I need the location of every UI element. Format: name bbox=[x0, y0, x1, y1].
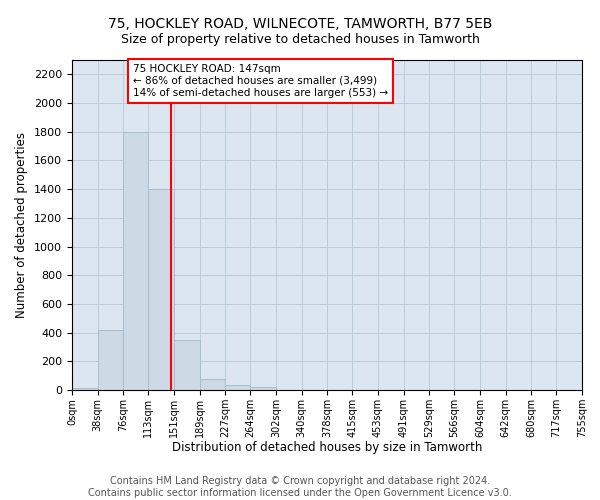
Text: 75 HOCKLEY ROAD: 147sqm
← 86% of detached houses are smaller (3,499)
14% of semi: 75 HOCKLEY ROAD: 147sqm ← 86% of detache… bbox=[133, 64, 388, 98]
Bar bbox=[98, 330, 124, 390]
Bar bbox=[250, 387, 276, 390]
Bar bbox=[124, 132, 148, 390]
Bar bbox=[72, 388, 98, 390]
Text: Size of property relative to detached houses in Tamworth: Size of property relative to detached ho… bbox=[121, 32, 479, 46]
Bar bbox=[226, 385, 250, 390]
Text: 75, HOCKLEY ROAD, WILNECOTE, TAMWORTH, B77 5EB: 75, HOCKLEY ROAD, WILNECOTE, TAMWORTH, B… bbox=[108, 18, 492, 32]
X-axis label: Distribution of detached houses by size in Tamworth: Distribution of detached houses by size … bbox=[172, 442, 482, 454]
Text: Contains HM Land Registry data © Crown copyright and database right 2024.
Contai: Contains HM Land Registry data © Crown c… bbox=[88, 476, 512, 498]
Bar bbox=[174, 340, 200, 390]
Bar bbox=[148, 189, 174, 390]
Y-axis label: Number of detached properties: Number of detached properties bbox=[16, 132, 28, 318]
Bar bbox=[200, 378, 226, 390]
